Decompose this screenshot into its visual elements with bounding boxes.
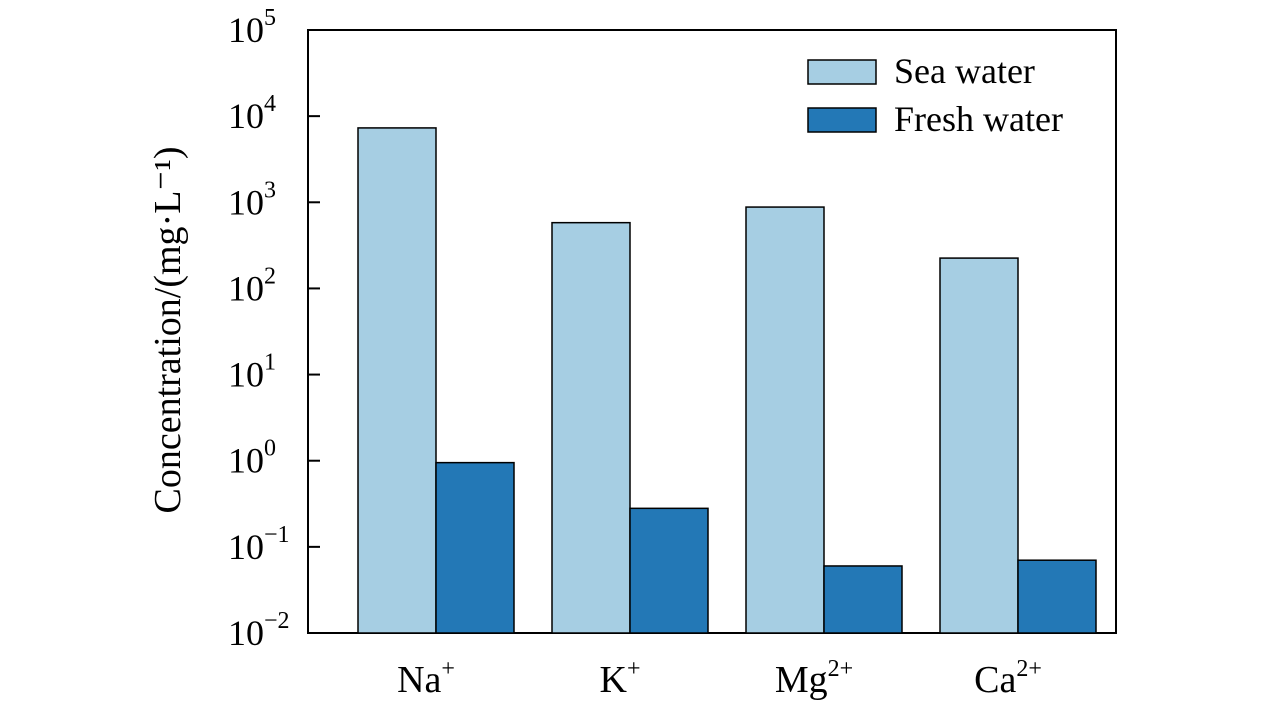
y-tick-label: 104	[228, 91, 276, 136]
bar-fresh-water-mg	[823, 565, 903, 634]
plot-area	[307, 29, 1117, 634]
y-tick-label: 101	[228, 350, 276, 395]
x-tick-label-k: K+	[600, 656, 641, 701]
bar-fresh-water-k	[629, 507, 709, 634]
y-tick-label: 102	[228, 263, 276, 308]
x-tick-label-mg: Mg2+	[775, 656, 853, 701]
bar-fresh-water-ca	[1017, 559, 1097, 634]
legend-swatch-fresh-water	[807, 107, 877, 133]
y-tick-label: 103	[228, 177, 276, 222]
y-axis-label: Concentration/(mg·L⁻¹)	[147, 146, 189, 513]
x-tick-label-ca: Ca2+	[974, 656, 1042, 701]
legend-label-sea-water: Sea water	[894, 51, 1035, 91]
x-tick-label-na: Na+	[397, 656, 455, 701]
y-tick-label: 10−2	[228, 608, 290, 653]
bar-sea-water-mg	[745, 206, 825, 634]
y-axis: 105 104 103 102 101 100 10−1 10−2	[228, 5, 320, 653]
legend-label-fresh-water: Fresh water	[894, 99, 1063, 139]
bar-sea-water-k	[551, 221, 631, 634]
legend-swatch-sea-water	[807, 59, 877, 85]
bar-fresh-water-na	[435, 461, 515, 634]
plot-frame	[307, 29, 1117, 634]
bars	[357, 127, 1097, 634]
legend: Sea water Fresh water	[807, 51, 1063, 139]
y-tick-label: 105	[228, 5, 276, 50]
x-axis: Na+ K+ Mg2+ Ca2+	[397, 656, 1042, 701]
y-tick-label: 10−1	[228, 522, 290, 567]
y-tick-label: 100	[228, 436, 276, 481]
bar-sea-water-na	[357, 127, 437, 634]
bar-sea-water-ca	[939, 257, 1019, 634]
